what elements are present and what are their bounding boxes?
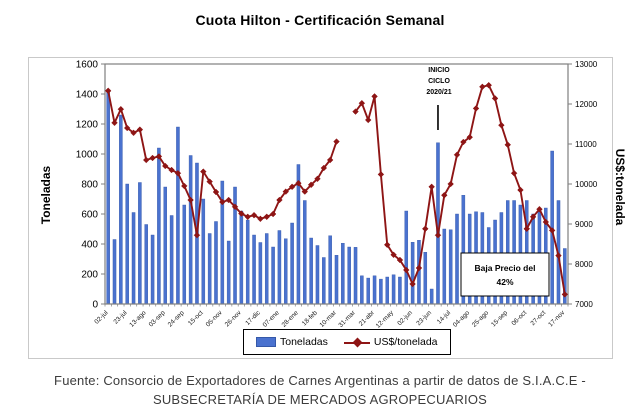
- inicio-ciclo-line1: INICIO: [428, 67, 450, 74]
- svg-text:400: 400: [81, 240, 98, 251]
- svg-text:23-jul: 23-jul: [112, 309, 129, 326]
- legend-toneladas-label: Toneladas: [280, 336, 328, 348]
- svg-text:17-nov: 17-nov: [547, 309, 567, 329]
- svg-text:31-mar: 31-mar: [337, 309, 357, 329]
- footer-line-2: SUBSECRETARÍA DE MERCADOS AGROPECUARIOS: [152, 392, 488, 407]
- svg-text:9000: 9000: [575, 220, 593, 229]
- y-axis-right-title: US$:tonelada: [613, 148, 627, 226]
- usd-price-line-series: [104, 81, 569, 298]
- baja-precio-callout-box: [460, 252, 550, 297]
- chart-title: Cuota Hilton - Certificación Semanal: [195, 12, 445, 28]
- svg-text:02-jun: 02-jun: [396, 309, 414, 327]
- svg-text:04-ago: 04-ago: [452, 309, 472, 329]
- svg-text:15-oct: 15-oct: [187, 309, 205, 327]
- svg-text:11000: 11000: [575, 140, 597, 149]
- svg-text:07-ene: 07-ene: [262, 309, 282, 329]
- svg-text:10000: 10000: [575, 180, 598, 189]
- svg-text:7000: 7000: [575, 300, 593, 309]
- svg-text:25-ago: 25-ago: [471, 309, 491, 329]
- svg-text:28-ene: 28-ene: [281, 309, 301, 329]
- svg-text:12000: 12000: [575, 100, 598, 109]
- toneladas-swatch-icon: [256, 337, 276, 347]
- svg-text:18-feb: 18-feb: [301, 309, 319, 327]
- y-axis-left-title: Toneladas: [39, 165, 53, 225]
- inicio-ciclo-annotation: INICIO CICLO 2020/21: [401, 65, 477, 98]
- chart-frame: 0 200 400 600 800 1000 1200 1400 1600 7000 8000 900…: [28, 57, 627, 359]
- baja-precio-text-line2: 42%: [496, 277, 513, 287]
- svg-text:0: 0: [92, 300, 98, 311]
- chart-plot-svg: 0 200 400 600 800 1000 1200 1400 1600 7000 8000 900…: [76, 60, 598, 330]
- svg-text:24-sep: 24-sep: [167, 309, 186, 328]
- svg-text:06-oct: 06-oct: [510, 309, 528, 327]
- legend-usd-label: US$/tonelada: [373, 336, 438, 348]
- svg-text:800: 800: [81, 180, 98, 191]
- svg-text:12-may: 12-may: [375, 309, 396, 330]
- svg-text:1600: 1600: [76, 60, 99, 71]
- svg-text:1000: 1000: [76, 150, 99, 161]
- svg-text:05-nov: 05-nov: [205, 309, 225, 329]
- svg-text:10-mar: 10-mar: [318, 309, 338, 329]
- svg-text:1200: 1200: [76, 120, 99, 131]
- baja-precio-text-line1: Baja Precio del: [475, 263, 536, 273]
- svg-text:13000: 13000: [575, 60, 598, 69]
- svg-text:13-ago: 13-ago: [128, 309, 148, 329]
- svg-text:17-dic: 17-dic: [244, 309, 262, 327]
- svg-text:200: 200: [81, 270, 98, 281]
- svg-text:02-jul: 02-jul: [93, 309, 110, 326]
- chart-legend: Toneladas US$/tonelada: [243, 329, 451, 355]
- svg-text:27-oct: 27-oct: [529, 309, 547, 327]
- toneladas-bars-series: [106, 92, 567, 305]
- svg-text:03-sep: 03-sep: [148, 309, 167, 328]
- svg-text:23-jun: 23-jun: [415, 309, 433, 327]
- usd-line-marker-icon: [343, 337, 370, 347]
- legend-item-toneladas: Toneladas: [256, 336, 328, 348]
- svg-text:15-sep: 15-sep: [490, 309, 509, 328]
- inicio-ciclo-line2: CICLO: [428, 78, 450, 85]
- svg-text:1400: 1400: [76, 90, 99, 101]
- inicio-ciclo-line3: 2020/21: [426, 89, 452, 96]
- svg-text:14-jul: 14-jul: [436, 309, 453, 326]
- legend-item-usd: US$/tonelada: [343, 336, 438, 348]
- source-footer: Fuente: Consorcio de Exportadores de Car…: [0, 371, 640, 409]
- svg-text:8000: 8000: [575, 260, 593, 269]
- svg-text:600: 600: [81, 210, 98, 221]
- footer-line-1: Fuente: Consorcio de Exportadores de Car…: [54, 373, 586, 388]
- svg-text:26-nov: 26-nov: [224, 309, 244, 329]
